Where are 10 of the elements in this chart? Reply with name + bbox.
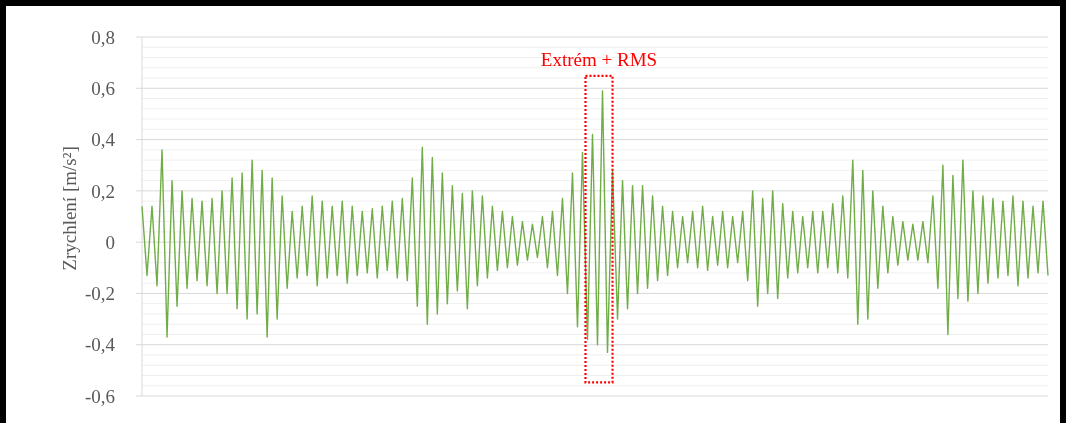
y-tick-label: -0,4 [84,334,116,356]
y-tick-label: -0,6 [84,385,115,407]
y-tick-label: 0,8 [91,26,115,48]
y-tick-label: 0 [105,231,115,253]
y-tick-label: 0,2 [91,180,115,202]
y-tick-label: -0,2 [84,283,115,305]
y-tick-label: 0,6 [91,77,115,99]
annotation: Extrém + RMS [540,48,658,70]
y-axis-title: Zrychlení [m/s²] [59,146,80,271]
y-tick-label: 0,4 [91,129,116,151]
